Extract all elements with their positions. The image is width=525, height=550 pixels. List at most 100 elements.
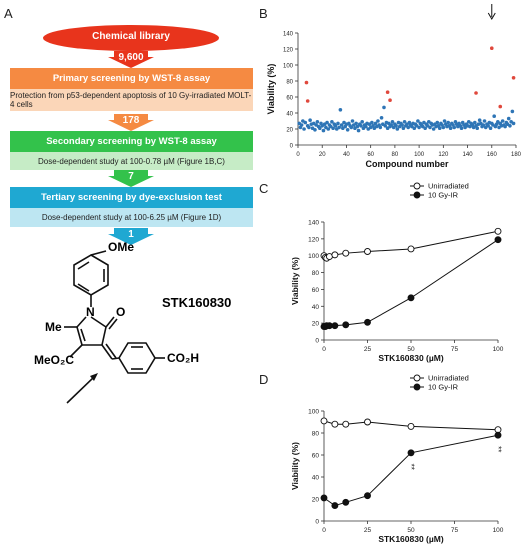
legend-label: 10 Gy-IR [428, 383, 459, 392]
y-tick-label: 40 [312, 475, 320, 482]
compound-point [506, 116, 511, 121]
y-tick-label: 80 [286, 80, 293, 86]
chart-d-dye-exclusion: 0 25 50 75 100 0 20 40 60 80 100 STK160830 (µM) Viab… [290, 374, 504, 545]
compound-point [325, 120, 329, 125]
data-point [342, 249, 350, 257]
legend-marker [413, 374, 421, 382]
legend-label: 10 Gy-IR [428, 191, 459, 200]
y-tick-label: 100 [308, 409, 319, 416]
hit-point [388, 98, 392, 102]
y-tick-label: 100 [283, 64, 294, 70]
x-tick-label: 50 [407, 346, 415, 353]
compound-point [337, 125, 341, 130]
x-tick-label: 0 [322, 346, 326, 353]
group-o: O [116, 305, 126, 319]
compound-point [376, 119, 380, 123]
compound-point [486, 124, 490, 128]
y-tick-label: 40 [312, 304, 320, 311]
compound-point [417, 125, 421, 130]
compound-point [401, 126, 406, 130]
tertiary-screening-detail: Dose-dependent study at 100-6.25 µM (Fig… [10, 208, 253, 227]
y-tick-label: 20 [312, 497, 320, 504]
y-tick-label: 80 [312, 270, 320, 277]
compound-point [492, 114, 496, 118]
funnel-arrow-2 [108, 114, 154, 131]
panel-label-d: D [259, 372, 269, 387]
compound-point [364, 124, 368, 129]
hit-point [489, 46, 494, 50]
x-tick-label: 160 [487, 152, 498, 158]
x-tick-label: 40 [343, 152, 350, 158]
data-point [320, 417, 328, 425]
compound-point [448, 126, 453, 130]
x-tick-label: 80 [392, 152, 399, 158]
compound-point [511, 121, 516, 126]
y-tick-label: 60 [286, 96, 293, 102]
compound-point [412, 126, 417, 130]
chart-c-dose-response: 0 25 50 75 100 0 20 40 60 80 100 120 140 STK160830 (µ… [290, 182, 504, 364]
group-me: Me [45, 320, 62, 334]
significance-marker: ** [407, 464, 416, 470]
compound-point [338, 108, 343, 112]
data-point [494, 431, 502, 439]
compound-point [428, 125, 432, 130]
compound-point [435, 120, 440, 125]
y-tick-label: 60 [312, 287, 320, 294]
compound-point [442, 119, 447, 123]
compound-point [394, 124, 398, 128]
compound-point [299, 123, 304, 127]
compound-point [331, 126, 335, 130]
hit-point [474, 91, 478, 95]
data-point [331, 322, 339, 330]
panel-label-c: C [259, 181, 269, 196]
y-tick-label: 20 [312, 321, 320, 328]
legend-label: Unirradiated [428, 182, 469, 191]
y-tick-label: 80 [312, 431, 320, 438]
secondary-count: 7 [128, 171, 134, 182]
data-point [364, 248, 371, 255]
x-axis-label: STK160830 (µM) [378, 353, 444, 363]
compound-point [473, 120, 477, 125]
screening-funnel [43, 25, 219, 245]
compound-point [356, 128, 361, 133]
compound-point [395, 127, 400, 131]
data-point [494, 227, 502, 235]
data-point [407, 422, 415, 430]
data-point [331, 251, 339, 259]
compound-point [482, 119, 487, 123]
compound-point [333, 124, 338, 128]
data-point [364, 418, 371, 426]
compound-point [510, 109, 515, 114]
x-tick-label: 25 [364, 346, 372, 353]
chart-b-compound-screen: 0 20 40 60 80 100 120 140 160 180 0 20 40 60 80 100 120 1… [266, 4, 522, 169]
group-n: N [86, 305, 95, 319]
library-label: Chemical library [92, 31, 170, 42]
data-point [364, 318, 371, 326]
compound-point [336, 121, 340, 126]
data-point [331, 420, 339, 428]
compound-point [452, 125, 457, 130]
compound-point [321, 128, 326, 133]
compound-point [488, 126, 493, 130]
compound-point [350, 119, 355, 123]
x-tick-label: 0 [296, 152, 300, 158]
x-axis-label: Compound number [366, 159, 449, 169]
x-tick-label: 180 [511, 152, 522, 158]
funnel-arrow-3 [108, 170, 154, 187]
compound-point [318, 126, 322, 130]
compound-point [345, 128, 350, 132]
compound-point [370, 120, 374, 125]
y-tick-label: 140 [308, 220, 319, 227]
y-axis-label: Viability (%) [290, 442, 300, 490]
compound-point [382, 105, 386, 110]
x-tick-label: 25 [364, 527, 372, 534]
legend-marker [413, 191, 421, 199]
panel-label-b: B [259, 6, 268, 21]
x-axis-label: STK160830 (µM) [378, 534, 444, 544]
hit-point [385, 90, 390, 94]
tertiary-screening-title: Tertiary screening by dye-exclusion test [10, 187, 253, 208]
x-tick-label: 75 [451, 346, 459, 353]
compound-point [360, 120, 364, 124]
compound-point [389, 123, 394, 127]
compound-point [508, 124, 512, 128]
